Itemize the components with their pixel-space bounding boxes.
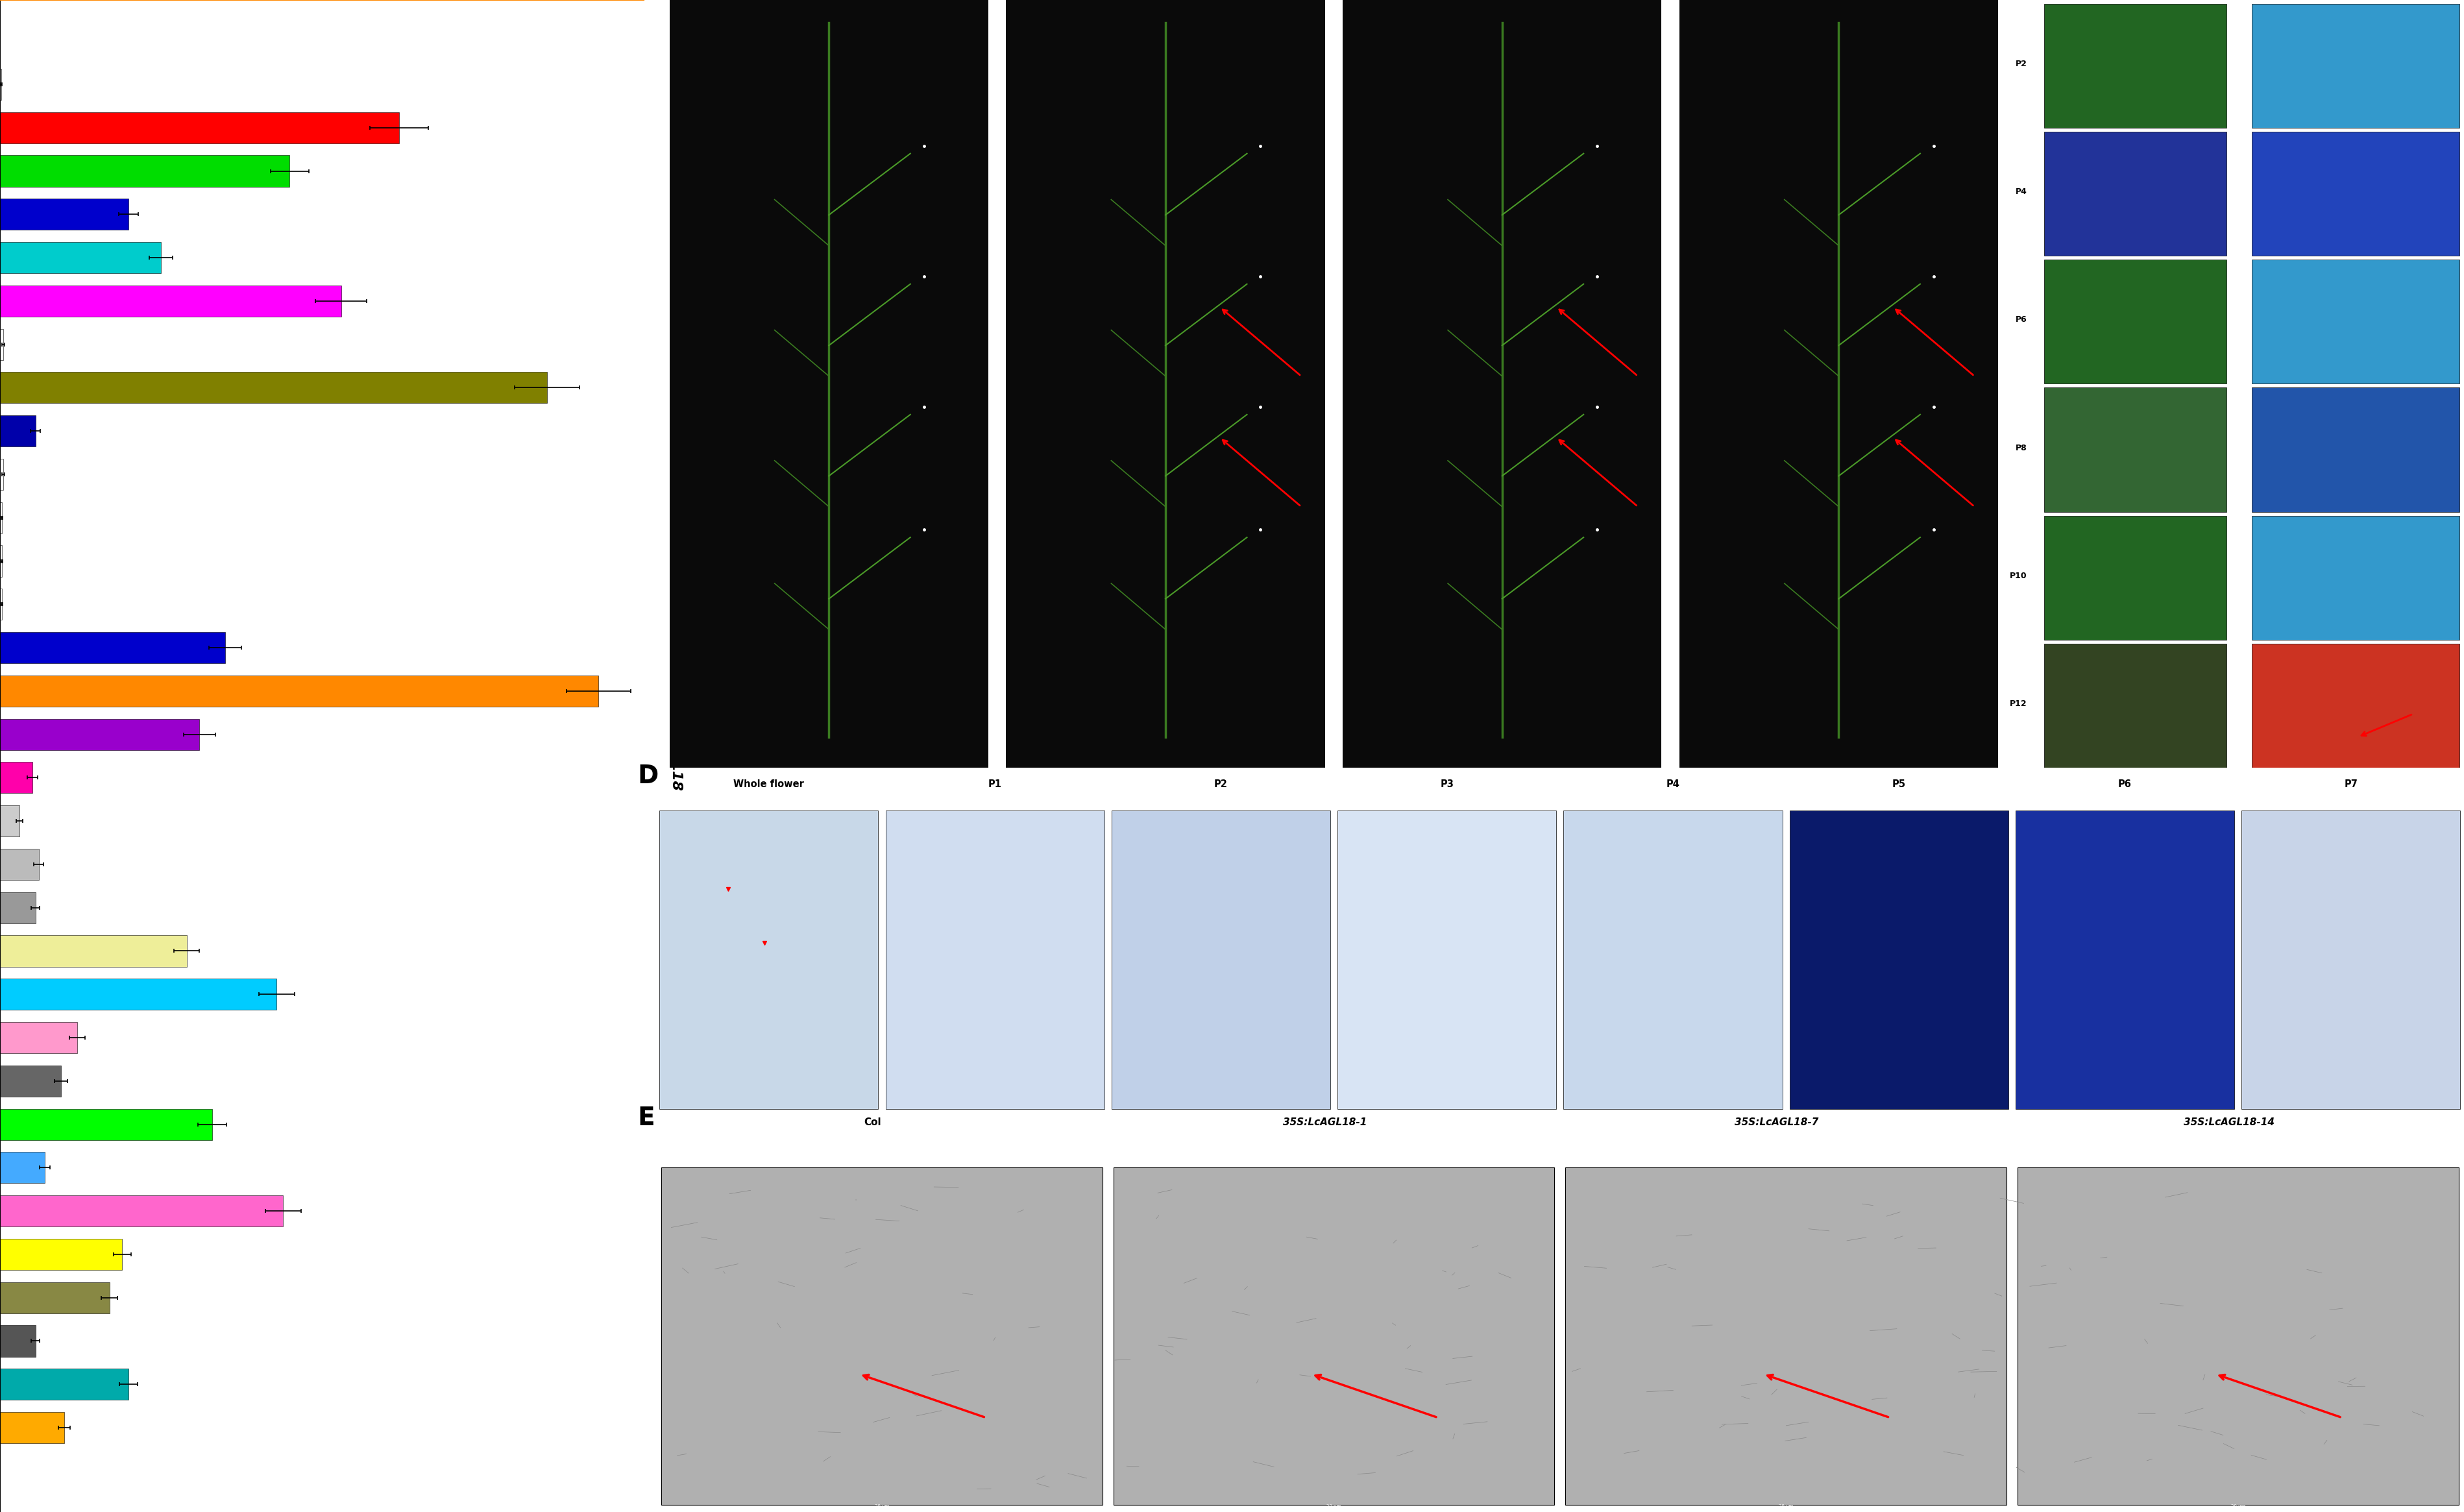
Bar xyxy=(1565,1167,2006,1504)
Bar xyxy=(0,848,39,880)
Bar xyxy=(885,810,1104,1110)
Bar xyxy=(670,0,988,768)
Bar xyxy=(2045,5,2227,129)
Text: P2: P2 xyxy=(1215,779,1227,789)
Text: P6: P6 xyxy=(2016,316,2028,324)
Bar xyxy=(2252,387,2459,511)
Bar xyxy=(0,806,20,836)
Text: P10: P10 xyxy=(2011,572,2028,581)
Bar xyxy=(1565,810,1781,1110)
Bar xyxy=(1338,810,1557,1110)
Bar xyxy=(0,1282,108,1314)
Bar xyxy=(0,1066,62,1096)
Bar xyxy=(0,718,200,750)
Bar xyxy=(0,1238,123,1270)
Text: 20 µm: 20 µm xyxy=(1326,1504,1340,1509)
Text: 20 µm: 20 µm xyxy=(2230,1504,2245,1509)
Bar xyxy=(0,156,291,186)
Bar xyxy=(0,286,340,316)
Bar xyxy=(1114,1167,1555,1504)
Bar xyxy=(2252,5,2459,129)
Bar xyxy=(0,328,2,360)
Bar xyxy=(2018,1167,2459,1504)
Bar xyxy=(1680,0,1998,768)
Text: E: E xyxy=(638,1105,655,1131)
Bar xyxy=(0,892,34,924)
Text: Whole flower: Whole flower xyxy=(734,779,803,789)
Bar xyxy=(2045,132,2227,256)
Bar xyxy=(0,632,224,664)
Bar xyxy=(660,810,877,1110)
Bar xyxy=(2252,516,2459,640)
Bar xyxy=(0,1108,212,1140)
Text: 35S:LcAGL18-14: 35S:LcAGL18-14 xyxy=(2183,1117,2274,1128)
Text: LcAGL18: LcAGL18 xyxy=(670,721,683,791)
Bar xyxy=(0,458,2,490)
Text: P5: P5 xyxy=(1892,779,1905,789)
Bar xyxy=(2045,644,2227,768)
Bar xyxy=(2045,387,2227,511)
Text: P4: P4 xyxy=(1666,779,1680,789)
Text: P6: P6 xyxy=(2119,779,2131,789)
Text: P7: P7 xyxy=(2343,779,2358,789)
Bar xyxy=(1343,0,1661,768)
Bar xyxy=(0,676,599,706)
Text: 35S:LcAGL18-7: 35S:LcAGL18-7 xyxy=(1735,1117,1818,1128)
Text: P3: P3 xyxy=(1439,779,1454,789)
Bar xyxy=(0,762,32,794)
Text: P12: P12 xyxy=(2011,700,2028,708)
Bar xyxy=(0,1412,64,1444)
Bar xyxy=(660,1167,1101,1504)
Text: D: D xyxy=(638,764,658,788)
Text: P8: P8 xyxy=(2016,443,2028,452)
Text: P2: P2 xyxy=(2016,60,2028,68)
Bar xyxy=(0,242,160,274)
Bar xyxy=(0,1196,283,1226)
Bar xyxy=(2252,260,2459,384)
Text: Col: Col xyxy=(865,1117,882,1128)
Bar xyxy=(0,1368,128,1400)
Text: P1: P1 xyxy=(988,779,1003,789)
Bar xyxy=(2045,260,2227,384)
Bar xyxy=(0,1326,34,1356)
Bar xyxy=(2016,810,2235,1110)
Bar xyxy=(0,198,128,230)
Text: 35S:LcAGL18-1: 35S:LcAGL18-1 xyxy=(1284,1117,1368,1128)
Bar xyxy=(0,1152,44,1184)
Bar xyxy=(0,416,34,446)
Bar xyxy=(0,112,399,144)
Bar xyxy=(1789,810,2008,1110)
Bar xyxy=(0,978,276,1010)
Bar xyxy=(0,1022,76,1054)
Bar xyxy=(2045,516,2227,640)
Text: 20 µm: 20 µm xyxy=(875,1504,890,1509)
Bar xyxy=(2252,644,2459,768)
Bar xyxy=(2252,132,2459,256)
Bar xyxy=(1111,810,1331,1110)
Bar xyxy=(0,372,547,404)
Text: P4: P4 xyxy=(2016,187,2028,197)
Bar xyxy=(2242,810,2462,1110)
Bar xyxy=(0,936,187,966)
Text: 20 µm: 20 µm xyxy=(1779,1504,1794,1509)
Bar xyxy=(1005,0,1326,768)
